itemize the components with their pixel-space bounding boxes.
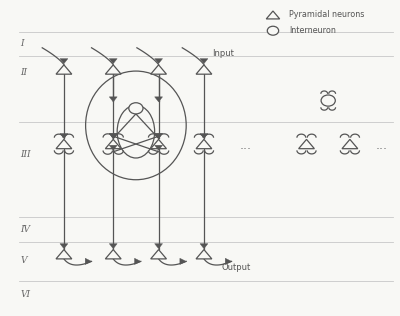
Polygon shape	[180, 258, 186, 264]
Text: Output: Output	[222, 263, 251, 272]
Polygon shape	[105, 250, 121, 259]
Polygon shape	[109, 133, 117, 138]
Polygon shape	[109, 133, 117, 138]
Text: Pyramidal neurons: Pyramidal neurons	[289, 10, 364, 19]
Text: II: II	[20, 68, 28, 77]
Polygon shape	[200, 59, 208, 64]
Text: V: V	[20, 256, 27, 265]
Polygon shape	[60, 244, 68, 249]
Polygon shape	[155, 133, 162, 138]
Text: VI: VI	[20, 290, 30, 299]
Text: III: III	[20, 150, 31, 159]
Polygon shape	[151, 250, 166, 259]
Circle shape	[267, 26, 279, 35]
Text: I: I	[20, 39, 24, 48]
Text: ...: ...	[376, 139, 388, 152]
Polygon shape	[56, 139, 72, 149]
Polygon shape	[151, 65, 166, 74]
Polygon shape	[342, 139, 358, 149]
Text: ...: ...	[239, 139, 251, 152]
Text: Input: Input	[212, 49, 234, 58]
Polygon shape	[109, 145, 117, 150]
Text: IV: IV	[20, 225, 30, 234]
Circle shape	[321, 95, 335, 106]
Text: Interneuron: Interneuron	[289, 26, 336, 35]
Polygon shape	[60, 133, 68, 138]
Polygon shape	[134, 258, 141, 264]
Polygon shape	[56, 250, 72, 259]
Polygon shape	[105, 65, 121, 74]
Polygon shape	[196, 250, 212, 259]
Polygon shape	[225, 258, 232, 264]
Polygon shape	[200, 133, 208, 138]
Polygon shape	[60, 59, 68, 64]
Polygon shape	[196, 139, 212, 149]
Polygon shape	[155, 244, 162, 249]
Polygon shape	[85, 258, 92, 264]
Polygon shape	[200, 244, 208, 249]
Polygon shape	[266, 11, 280, 19]
Polygon shape	[196, 65, 212, 74]
Polygon shape	[155, 97, 162, 102]
Polygon shape	[151, 139, 166, 149]
Polygon shape	[109, 244, 117, 249]
Polygon shape	[56, 65, 72, 74]
Polygon shape	[155, 133, 162, 138]
Circle shape	[129, 103, 143, 114]
Polygon shape	[105, 139, 121, 149]
Polygon shape	[109, 97, 117, 102]
Polygon shape	[109, 59, 117, 64]
Polygon shape	[155, 145, 162, 150]
Polygon shape	[299, 139, 314, 149]
Polygon shape	[155, 59, 162, 64]
